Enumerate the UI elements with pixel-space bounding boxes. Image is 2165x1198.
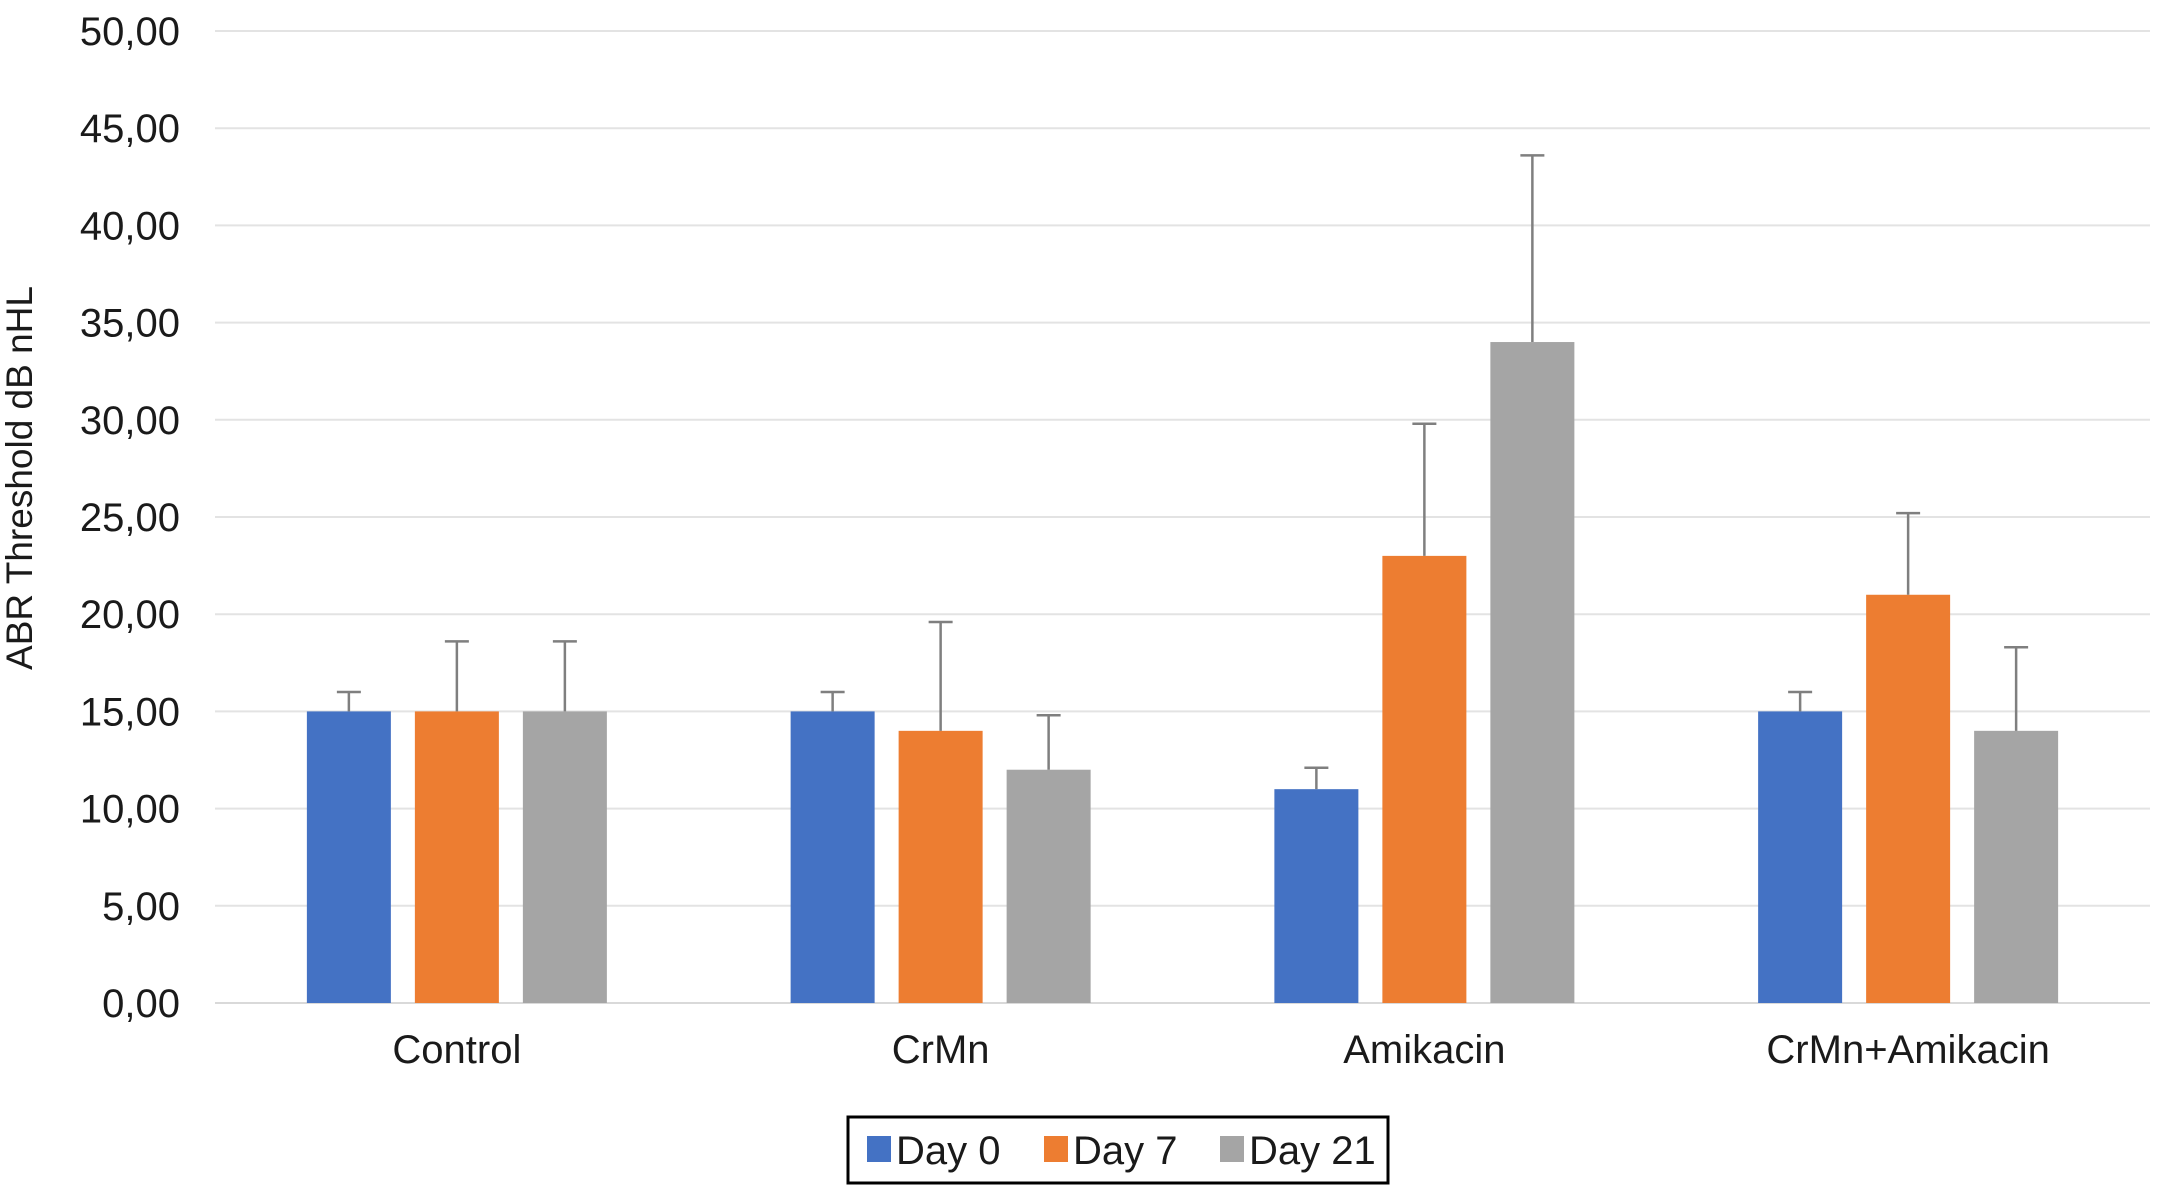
x-category-label: Amikacin [1343,1028,1505,1072]
bar [522,711,607,1003]
y-tick-label: 30,00 [80,399,180,443]
y-tick-label: 40,00 [80,204,180,248]
y-axis-ticks: 0,00 5,00 10,00 15,00 20,00 25,00 30,00 35,00 40… [80,10,180,1026]
legend-label: Day 21 [1249,1129,1376,1173]
y-tick-label: 20,00 [80,593,180,637]
bar [1758,711,1843,1003]
y-tick-label: 0,00 [102,982,180,1026]
y-tick-label: 5,00 [102,885,180,929]
legend-swatch [1044,1136,1068,1162]
legend-label: Day 0 [896,1129,1001,1173]
bar [306,711,391,1003]
bar [1382,555,1467,1003]
x-category-label: CrMn [892,1028,990,1072]
y-tick-label: 25,00 [80,496,180,540]
legend-label: Day 7 [1073,1129,1178,1173]
x-axis-categories: Control CrMn Amikacin CrMn+Amikacin [392,1028,2049,1072]
legend: Day 0 Day 7 Day 21 [846,1115,1390,1185]
error-bars [336,154,2029,790]
bar [790,711,875,1003]
bar [1490,342,1575,1003]
y-tick-label: 10,00 [80,788,180,832]
bar [1866,594,1951,1003]
bar [1274,789,1359,1003]
y-tick-label: 50,00 [80,10,180,54]
gridlines [215,30,2150,907]
y-tick-label: 35,00 [80,302,180,346]
y-axis-title: ABR Threshold dB nHL [0,286,40,670]
x-category-label: Control [392,1028,521,1072]
legend-frame [846,1115,1390,1185]
y-tick-label: 45,00 [80,107,180,151]
bars [306,342,2059,1003]
bar [898,730,983,1003]
legend-swatch [1220,1136,1244,1162]
y-tick-label: 15,00 [80,690,180,734]
x-category-label: CrMn+Amikacin [1766,1028,2049,1072]
legend-swatch [867,1136,891,1162]
bar [414,711,499,1003]
bar [1974,730,2059,1003]
bar [1006,769,1091,1003]
